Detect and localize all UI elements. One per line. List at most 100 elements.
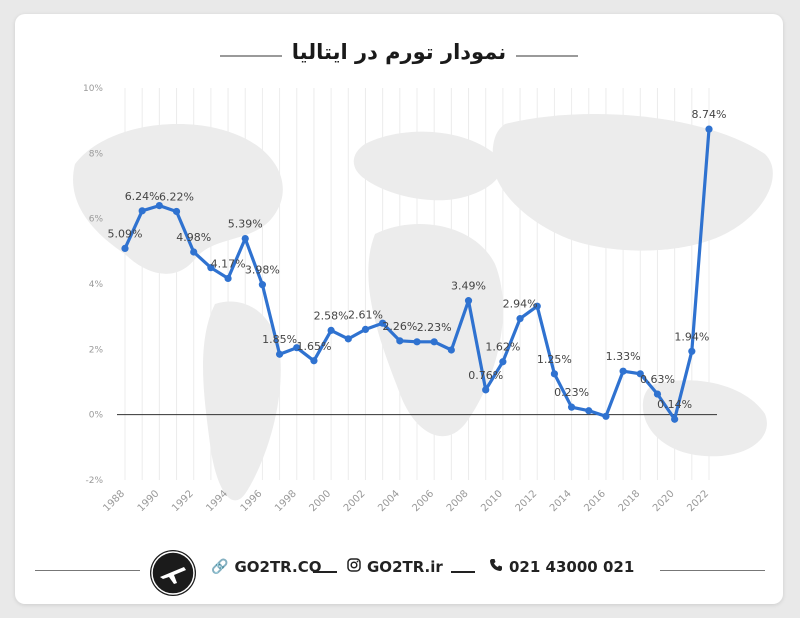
data-point-2013 — [550, 370, 559, 378]
data-label-1995: 5.39% — [228, 218, 263, 231]
x-tick-label-2022: 2022 — [685, 488, 711, 514]
y-tick-label: 2% — [89, 345, 104, 355]
data-point-2007 — [447, 346, 455, 354]
data-point-1999 — [310, 357, 318, 365]
footer-right-rule — [660, 570, 765, 571]
instagram-item[interactable]: GO2TR.ir — [347, 558, 443, 576]
data-point-2012 — [533, 302, 541, 310]
data-point-2021 — [688, 347, 696, 355]
data-label-2008: 3.49% — [451, 280, 486, 293]
instagram-text: GO2TR.ir — [367, 558, 443, 576]
chart-title-container: نمودار تورم در ایتالیا — [15, 40, 783, 64]
data-point-1998 — [293, 344, 301, 352]
infographic-card: نمودار تورم در ایتالیا -2% 0% 2% 4% 6% 8% 10% 1… — [15, 14, 783, 604]
x-tick-label-2020: 2020 — [651, 488, 677, 514]
x-tick-label-2002: 2002 — [342, 488, 368, 514]
y-tick-label: 6% — [89, 215, 104, 225]
inflation-line-chart: -2% 0% 2% 4% 6% 8% 10% 1988 1990 1992 1994 1996 1998… — [83, 84, 727, 514]
data-point-1992 — [190, 248, 198, 256]
y-tick-label: 8% — [89, 149, 104, 159]
data-point-1997 — [275, 350, 284, 358]
data-label-1988: 5.09% — [108, 227, 143, 240]
data-point-2009 — [482, 386, 490, 394]
data-label-2017: 1.33% — [606, 350, 641, 363]
x-tick-label-2014: 2014 — [548, 488, 574, 514]
data-label-1999: 1.65% — [296, 340, 331, 353]
y-tick-label: 10% — [83, 84, 103, 94]
data-point-1996 — [258, 281, 267, 289]
data-label-2011: 2.94% — [503, 298, 538, 311]
phone-text: 021 43000 021 — [509, 558, 635, 576]
data-point-2001 — [344, 335, 352, 343]
x-tick-label-1996: 1996 — [239, 488, 265, 514]
x-tick-label-1994: 1994 — [204, 488, 230, 514]
data-label-1994: 4.17% — [211, 257, 246, 270]
x-tick-label-2012: 2012 — [514, 488, 540, 514]
data-point-1994 — [224, 274, 232, 283]
title-left-rule — [220, 55, 300, 57]
link-icon: 🔗 — [211, 559, 229, 575]
data-point-2000 — [327, 326, 335, 334]
data-point-2015 — [585, 407, 593, 415]
data-label-2002: 2.61% — [348, 308, 383, 321]
data-label-2014: 0.23% — [554, 386, 589, 399]
footer-sep-2 — [451, 571, 475, 573]
x-tick-label-1990: 1990 — [136, 488, 162, 514]
data-point-1993 — [207, 264, 215, 272]
footer-sep-1 — [313, 571, 337, 573]
plane-logo-icon — [150, 550, 196, 596]
data-point-2002 — [361, 325, 370, 334]
data-label-2013: 1.25% — [537, 353, 572, 366]
data-label-1992: 4.98% — [176, 231, 211, 244]
x-tick-label-1992: 1992 — [170, 488, 196, 514]
data-point-2006 — [430, 338, 438, 346]
data-label-1997: 1.85% — [262, 333, 297, 346]
y-tick-label: 0% — [89, 411, 104, 421]
data-point-2020 — [671, 415, 679, 423]
data-label-2000: 2.58% — [314, 309, 349, 322]
data-point-1995 — [241, 234, 249, 243]
data-label-2010: 1.62% — [485, 341, 520, 354]
instagram-icon — [347, 558, 361, 576]
x-tick-label-2010: 2010 — [479, 488, 505, 514]
phone-icon — [489, 558, 503, 576]
data-label-2022: 8.74% — [692, 108, 727, 121]
x-tick-label-2000: 2000 — [307, 488, 333, 514]
data-point-2004 — [396, 337, 404, 345]
x-tick-label-2018: 2018 — [617, 488, 643, 514]
title-area: نمودار تورم در ایتالیا — [15, 40, 783, 70]
data-point-1989 — [138, 207, 146, 215]
x-tick-label-1988: 1988 — [101, 488, 127, 514]
data-label-2004: 2.26% — [382, 320, 417, 333]
footer-bar: 🔗 GO2TR.CO GO2TR.ir 021 43000 021 — [15, 550, 783, 596]
data-point-2011 — [516, 315, 524, 323]
x-tick-label-2008: 2008 — [445, 488, 471, 514]
data-point-2005 — [413, 338, 421, 346]
title-right-rule — [498, 55, 578, 57]
data-point-2018 — [636, 370, 644, 378]
data-label-2009: 0.76% — [468, 369, 503, 382]
y-tick-label: 4% — [89, 280, 104, 290]
data-label-2020: 0.14% — [657, 398, 692, 411]
data-point-2019 — [653, 390, 662, 398]
website-text: GO2TR.CO — [234, 558, 322, 576]
data-point-2010 — [499, 358, 507, 366]
data-label-1996: 3.98% — [245, 264, 280, 277]
data-label-2006: 2.23% — [417, 321, 452, 334]
x-tick-label-2004: 2004 — [376, 488, 402, 514]
x-tick-label-1998: 1998 — [273, 488, 299, 514]
y-tick-label: -2% — [85, 476, 103, 486]
data-point-2017 — [619, 367, 627, 375]
footer-left-rule — [35, 570, 140, 571]
x-tick-label-2016: 2016 — [582, 488, 608, 514]
data-label-2021: 1.94% — [674, 330, 709, 343]
phone-item[interactable]: 021 43000 021 — [489, 558, 634, 576]
data-label-1991: 6.22% — [159, 190, 194, 203]
x-tick-label-2006: 2006 — [411, 488, 437, 514]
chart-title: نمودار تورم در ایتالیا — [281, 40, 517, 64]
data-point-2003 — [379, 319, 387, 327]
data-point-2016 — [602, 412, 610, 420]
data-point-1990 — [155, 202, 163, 210]
website-item[interactable]: 🔗 GO2TR.CO — [211, 558, 321, 576]
data-point-1988 — [121, 244, 129, 252]
